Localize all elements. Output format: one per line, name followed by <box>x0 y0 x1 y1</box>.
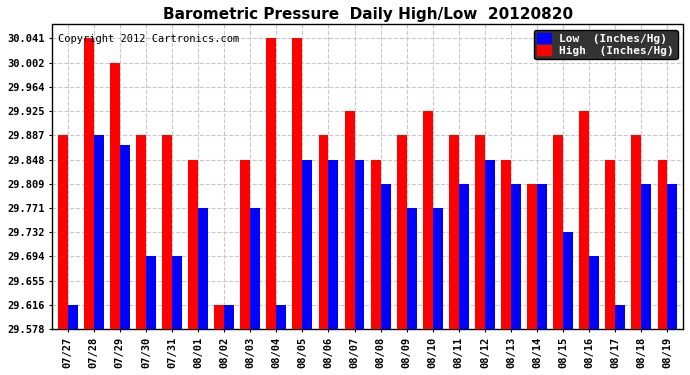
Bar <box>527 184 537 329</box>
Bar <box>406 208 417 329</box>
Bar <box>240 159 250 329</box>
Bar <box>563 232 573 329</box>
Bar <box>146 256 156 329</box>
Bar <box>449 135 459 329</box>
Bar <box>355 159 364 329</box>
Bar <box>84 38 94 329</box>
Bar <box>658 159 667 329</box>
Bar <box>501 159 511 329</box>
Bar <box>198 208 208 329</box>
Bar <box>667 184 678 329</box>
Bar <box>605 159 615 329</box>
Bar <box>94 135 104 329</box>
Bar <box>589 256 599 329</box>
Bar <box>293 38 302 329</box>
Bar <box>250 208 260 329</box>
Bar <box>110 63 120 329</box>
Bar <box>188 159 198 329</box>
Bar <box>511 184 521 329</box>
Bar <box>580 111 589 329</box>
Bar <box>215 304 224 329</box>
Bar <box>381 184 391 329</box>
Bar <box>319 135 328 329</box>
Bar <box>224 305 234 329</box>
Bar <box>120 145 130 329</box>
Bar <box>172 256 182 329</box>
Bar <box>136 135 146 329</box>
Bar <box>459 184 469 329</box>
Title: Barometric Pressure  Daily High/Low  20120820: Barometric Pressure Daily High/Low 20120… <box>163 7 573 22</box>
Bar <box>371 159 381 329</box>
Bar <box>553 135 563 329</box>
Bar <box>631 135 641 329</box>
Bar <box>302 159 313 329</box>
Bar <box>615 305 625 329</box>
Bar <box>344 111 355 329</box>
Legend: Low  (Inches/Hg), High  (Inches/Hg): Low (Inches/Hg), High (Inches/Hg) <box>534 30 678 59</box>
Text: Copyright 2012 Cartronics.com: Copyright 2012 Cartronics.com <box>59 34 239 44</box>
Bar <box>162 135 172 329</box>
Bar <box>485 159 495 329</box>
Bar <box>537 184 547 329</box>
Bar <box>641 184 651 329</box>
Bar <box>58 135 68 329</box>
Bar <box>266 38 276 329</box>
Bar <box>475 135 485 329</box>
Bar <box>433 208 443 329</box>
Bar <box>423 111 433 329</box>
Bar <box>328 159 338 329</box>
Bar <box>397 135 406 329</box>
Bar <box>276 304 286 329</box>
Bar <box>68 304 78 329</box>
